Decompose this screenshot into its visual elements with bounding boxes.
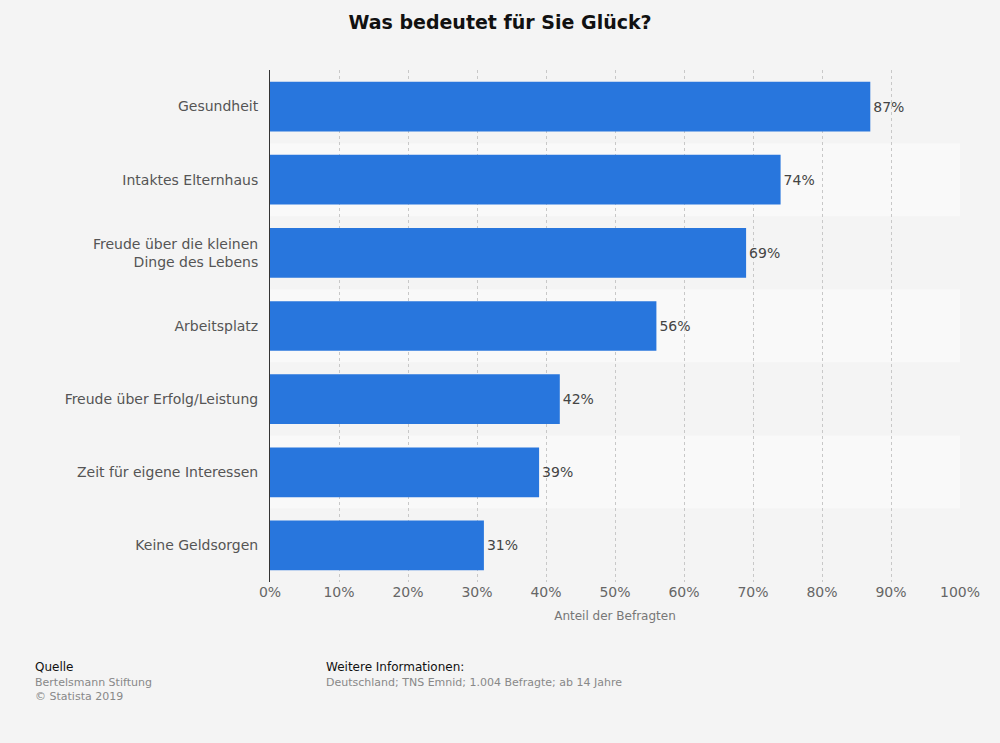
svg-text:100%: 100% <box>940 584 980 600</box>
svg-text:60%: 60% <box>668 584 699 600</box>
svg-text:31%: 31% <box>487 537 518 553</box>
svg-text:Freude über Erfolg/Leistung: Freude über Erfolg/Leistung <box>65 391 259 407</box>
svg-text:70%: 70% <box>737 584 768 600</box>
svg-text:Anteil der Befragten: Anteil der Befragten <box>554 609 676 623</box>
svg-text:20%: 20% <box>392 584 423 600</box>
svg-text:Gesundheit: Gesundheit <box>178 98 259 114</box>
svg-text:Arbeitsplatz: Arbeitsplatz <box>174 318 258 334</box>
svg-text:Freude über die kleinenDinge d: Freude über die kleinenDinge des Lebens <box>93 236 258 270</box>
svg-text:69%: 69% <box>749 245 780 261</box>
svg-text:39%: 39% <box>542 464 573 480</box>
svg-text:Was bedeutet für Sie Glück?: Was bedeutet für Sie Glück? <box>348 11 651 33</box>
svg-text:Deutschland; TNS Emnid; 1.004: Deutschland; TNS Emnid; 1.004 Befragte; … <box>326 676 622 689</box>
svg-text:40%: 40% <box>530 584 561 600</box>
svg-text:90%: 90% <box>875 584 906 600</box>
svg-text:Bertelsmann Stiftung© Statista: Bertelsmann Stiftung© Statista 2019 <box>35 676 152 703</box>
svg-text:10%: 10% <box>323 584 354 600</box>
svg-text:Intaktes Elternhaus: Intaktes Elternhaus <box>122 172 258 188</box>
svg-text:74%: 74% <box>784 172 815 188</box>
svg-text:87%: 87% <box>873 99 904 115</box>
svg-text:50%: 50% <box>599 584 630 600</box>
svg-text:Weitere Informationen:: Weitere Informationen: <box>326 660 464 674</box>
svg-text:Zeit für eigene Interessen: Zeit für eigene Interessen <box>77 464 258 480</box>
svg-text:0%: 0% <box>259 584 281 600</box>
svg-text:30%: 30% <box>461 584 492 600</box>
svg-text:80%: 80% <box>806 584 837 600</box>
svg-text:Keine Geldsorgen: Keine Geldsorgen <box>135 537 258 553</box>
svg-text:42%: 42% <box>563 391 594 407</box>
svg-text:56%: 56% <box>659 318 690 334</box>
svg-text:Quelle: Quelle <box>35 660 73 674</box>
